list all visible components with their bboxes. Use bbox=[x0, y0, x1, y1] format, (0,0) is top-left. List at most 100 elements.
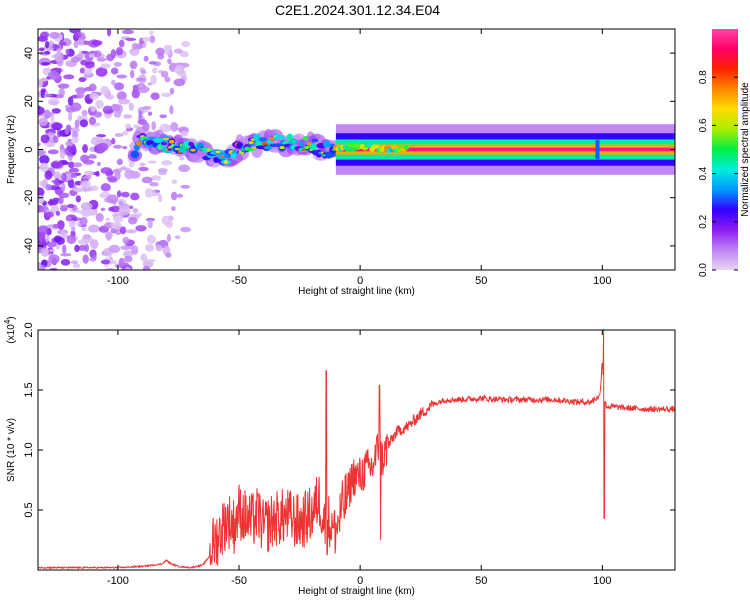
heatmap-ridge-core bbox=[130, 150, 140, 159]
heatmap-noise-blob bbox=[95, 139, 107, 144]
heatmap-ridge-peak bbox=[162, 137, 170, 141]
heatmap-noise-blob bbox=[116, 91, 127, 101]
heatmap-noise-blob bbox=[151, 121, 157, 131]
heatmap-noise-blob bbox=[60, 253, 72, 257]
heatmap-noise-blob bbox=[78, 244, 87, 252]
snr-series-line bbox=[38, 330, 675, 570]
heatmap-noise-blob bbox=[100, 167, 113, 175]
heatmap-noise-blob bbox=[88, 153, 97, 159]
heatmap-noise-blob bbox=[173, 78, 186, 87]
heatmap-noise-blob bbox=[100, 207, 106, 212]
heatmap-noise-blob bbox=[132, 84, 139, 93]
heatmap-noise-blob bbox=[72, 263, 81, 269]
heatmap-noise-blob bbox=[38, 231, 46, 238]
heatmap-noise-blob bbox=[47, 98, 60, 106]
heatmap-noise-blob bbox=[115, 47, 124, 56]
heatmap-noise-blob bbox=[129, 60, 138, 70]
heatmap-noise-blob bbox=[38, 117, 49, 127]
bottom-ytick-label: 1.0 bbox=[23, 442, 35, 457]
heatmap-noise-blob bbox=[110, 67, 119, 75]
heatmap-noise-blob bbox=[113, 227, 121, 231]
heatmap-noise-blob bbox=[44, 142, 56, 148]
heatmap-ridge-core bbox=[275, 135, 286, 140]
heatmap-noise-blob bbox=[147, 160, 157, 164]
heatmap-noise-blob bbox=[70, 136, 79, 144]
heatmap-noise-blob bbox=[149, 181, 159, 187]
heatmap-noise-blob bbox=[88, 116, 97, 125]
heatmap-noise-blob bbox=[79, 67, 85, 74]
colorbar-label: Normalized spectral amplitude bbox=[740, 82, 750, 217]
heatmap-noise-blob bbox=[159, 114, 167, 119]
heatmap-noise-blob bbox=[122, 145, 128, 150]
heatmap-ridge-core bbox=[188, 141, 195, 147]
heatmap-ridge-peak bbox=[302, 136, 309, 141]
heatmap-noise-blob bbox=[67, 96, 74, 106]
heatmap-noise-blob bbox=[131, 43, 138, 50]
heatmap-noise-blob bbox=[82, 144, 88, 153]
heatmap-noise-blob bbox=[79, 216, 88, 226]
heatmap-noise-blob bbox=[40, 264, 46, 270]
heatmap-noise-blob bbox=[118, 257, 125, 268]
heatmap-noise-blob bbox=[164, 47, 171, 55]
heatmap-noise-blob bbox=[44, 40, 50, 49]
heatmap-noise-blob bbox=[148, 61, 157, 65]
top-ytick-label: 20 bbox=[23, 95, 35, 107]
heatmap-band-blob bbox=[366, 142, 373, 148]
heatmap-noise-blob bbox=[96, 161, 101, 167]
heatmap-noise-blob bbox=[140, 253, 148, 262]
heatmap-noise-blob bbox=[171, 206, 176, 212]
heatmap-noise-blob bbox=[106, 194, 119, 204]
heatmap-noise-blob bbox=[50, 114, 55, 122]
heatmap-layer bbox=[38, 29, 675, 270]
heatmap-noise-blob bbox=[92, 254, 97, 260]
heatmap-noise-blob bbox=[149, 35, 156, 44]
heatmap-noise-blob bbox=[100, 259, 111, 265]
heatmap-noise-blob bbox=[40, 62, 51, 66]
heatmap-noise-blob bbox=[104, 267, 115, 270]
heatmap-noise-blob bbox=[47, 149, 59, 155]
heatmap-ridge-core bbox=[255, 141, 263, 147]
heatmap-noise-blob bbox=[107, 176, 118, 183]
heatmap-noise-blob bbox=[69, 167, 80, 173]
heatmap-noise-blob bbox=[64, 128, 70, 135]
heatmap-noise-blob bbox=[38, 47, 45, 52]
heatmap-noise-blob bbox=[149, 30, 154, 36]
heatmap-noise-blob bbox=[144, 188, 154, 198]
heatmap-noise-blob bbox=[97, 142, 109, 152]
heatmap-noise-blob bbox=[75, 91, 85, 99]
heatmap-noise-blob bbox=[178, 164, 190, 173]
heatmap-ridge-peak bbox=[206, 148, 211, 152]
heatmap-ridge-core bbox=[264, 145, 273, 150]
colorbar-tick-label: 0.2 bbox=[698, 214, 709, 228]
heatmap-band-blob bbox=[403, 144, 410, 150]
heatmap-noise-blob bbox=[170, 191, 178, 201]
heatmap-noise-blob bbox=[135, 225, 147, 232]
heatmap-noise-blob bbox=[130, 245, 139, 255]
heatmap-noise-blob bbox=[129, 170, 141, 179]
heatmap-noise-blob bbox=[132, 208, 139, 214]
heatmap-noise-blob bbox=[80, 180, 91, 189]
heatmap-noise-blob bbox=[151, 175, 162, 181]
heatmap-noise-blob bbox=[122, 236, 130, 244]
heatmap-ridge-peak bbox=[223, 160, 229, 165]
heatmap-noise-blob bbox=[141, 37, 151, 42]
heatmap-noise-blob bbox=[45, 234, 50, 243]
heatmap-noise-blob bbox=[122, 29, 134, 35]
heatmap-noise-blob bbox=[164, 76, 171, 83]
heatmap-noise-blob bbox=[161, 160, 173, 166]
heatmap-noise-blob bbox=[111, 137, 116, 145]
heatmap-noise-blob bbox=[142, 105, 152, 110]
heatmap-noise-blob bbox=[62, 244, 67, 254]
heatmap-noise-blob bbox=[147, 111, 153, 116]
heatmap-noise-blob bbox=[70, 260, 79, 265]
heatmap-noise-blob bbox=[71, 130, 79, 139]
top-ytick-label: -40 bbox=[23, 238, 35, 254]
heatmap-noise-blob bbox=[123, 250, 133, 258]
heatmap-noise-blob bbox=[48, 248, 55, 253]
heatmap-noise-blob bbox=[74, 119, 80, 129]
heatmap-noise-blob bbox=[113, 144, 123, 149]
heatmap-noise-blob bbox=[48, 70, 60, 80]
heatmap-noise-blob bbox=[52, 224, 59, 229]
heatmap-noise-blob bbox=[51, 108, 61, 114]
heatmap-noise-blob bbox=[61, 182, 66, 192]
